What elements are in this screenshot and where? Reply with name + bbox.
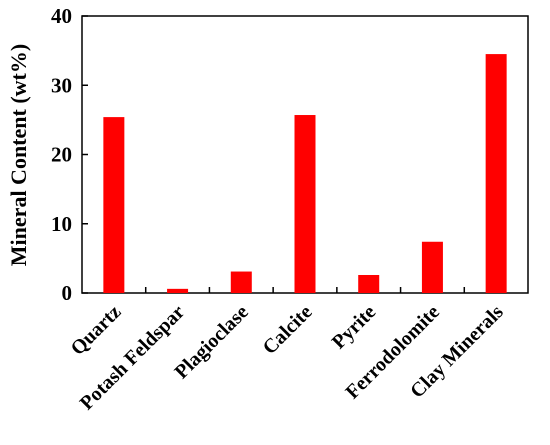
y-tick-label: 20: [51, 143, 72, 167]
bar: [294, 115, 316, 293]
y-tick-label: 40: [51, 4, 72, 28]
x-tick-label: Pyrite: [328, 301, 381, 354]
bar: [230, 271, 252, 293]
bar: [421, 241, 443, 293]
bar: [358, 274, 380, 293]
bar: [167, 288, 189, 293]
y-tick-label: 0: [62, 281, 73, 305]
x-tick-label: Calcite: [259, 301, 317, 359]
bar: [485, 54, 507, 294]
y-tick-label: 30: [51, 73, 72, 97]
bar: [103, 117, 125, 293]
y-axis-label: Mineral Content (wt%): [6, 44, 31, 266]
y-tick-label: 10: [51, 212, 72, 236]
bars: [103, 54, 507, 294]
x-tick-label: Quartz: [67, 301, 126, 360]
y-axis: 0 10 20 30 40: [51, 4, 88, 305]
